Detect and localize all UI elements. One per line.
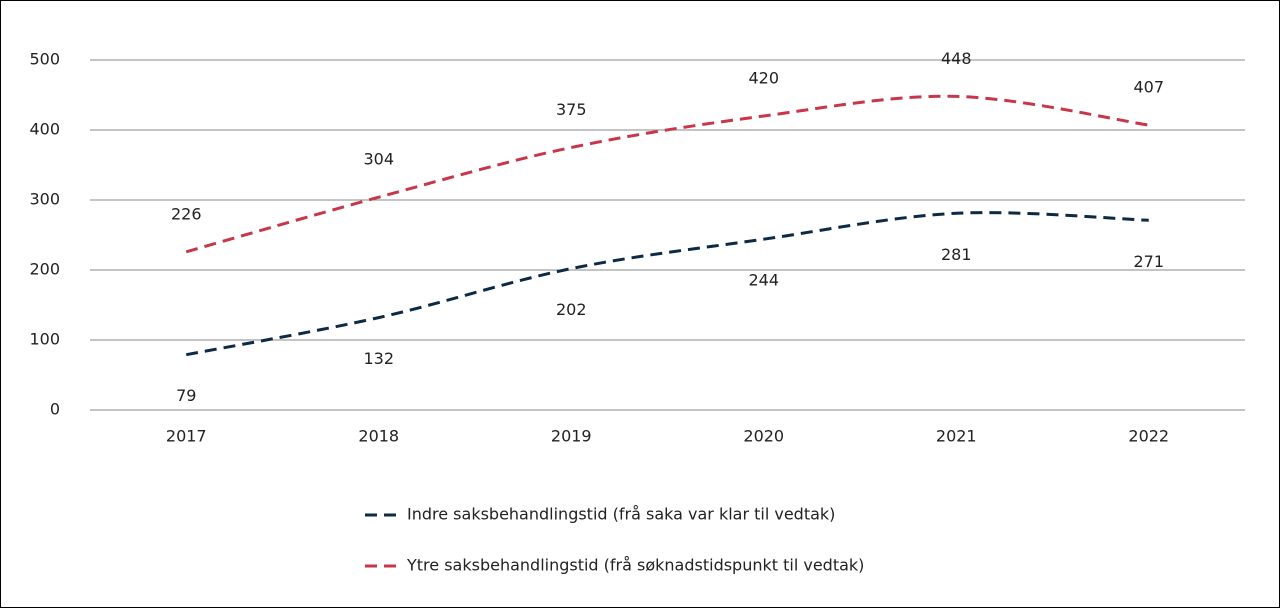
data-label: 375 (556, 100, 587, 119)
x-tick-label: 2021 (936, 427, 977, 446)
y-tick-label: 300 (29, 190, 60, 209)
x-tick-label: 2019 (551, 427, 592, 446)
x-tick-label: 2017 (166, 427, 207, 446)
data-label: 244 (748, 271, 779, 290)
legend-label: Ytre saksbehandlingstid (frå søknadstids… (406, 556, 864, 575)
data-label: 79 (176, 386, 196, 405)
data-label: 202 (556, 300, 587, 319)
y-tick-label: 100 (29, 330, 60, 349)
data-label: 420 (748, 69, 779, 88)
data-label: 304 (363, 150, 394, 169)
series-line (185, 94, 1149, 254)
data-label: 271 (1133, 252, 1164, 271)
series-line (185, 211, 1149, 357)
x-tick-label: 2020 (743, 427, 784, 446)
x-tick-label: 2022 (1128, 427, 1169, 446)
data-label: 132 (363, 349, 394, 368)
x-tick-label: 2018 (358, 427, 399, 446)
data-label: 448 (941, 49, 972, 68)
y-tick-label: 200 (29, 260, 60, 279)
y-tick-label: 500 (29, 50, 60, 69)
data-label: 281 (941, 245, 972, 264)
data-label: 226 (171, 204, 202, 223)
y-tick-label: 400 (29, 120, 60, 139)
y-tick-label: 0 (50, 400, 60, 419)
legend-label: Indre saksbehandlingstid (frå saka var k… (407, 505, 835, 524)
data-label: 407 (1133, 78, 1164, 97)
